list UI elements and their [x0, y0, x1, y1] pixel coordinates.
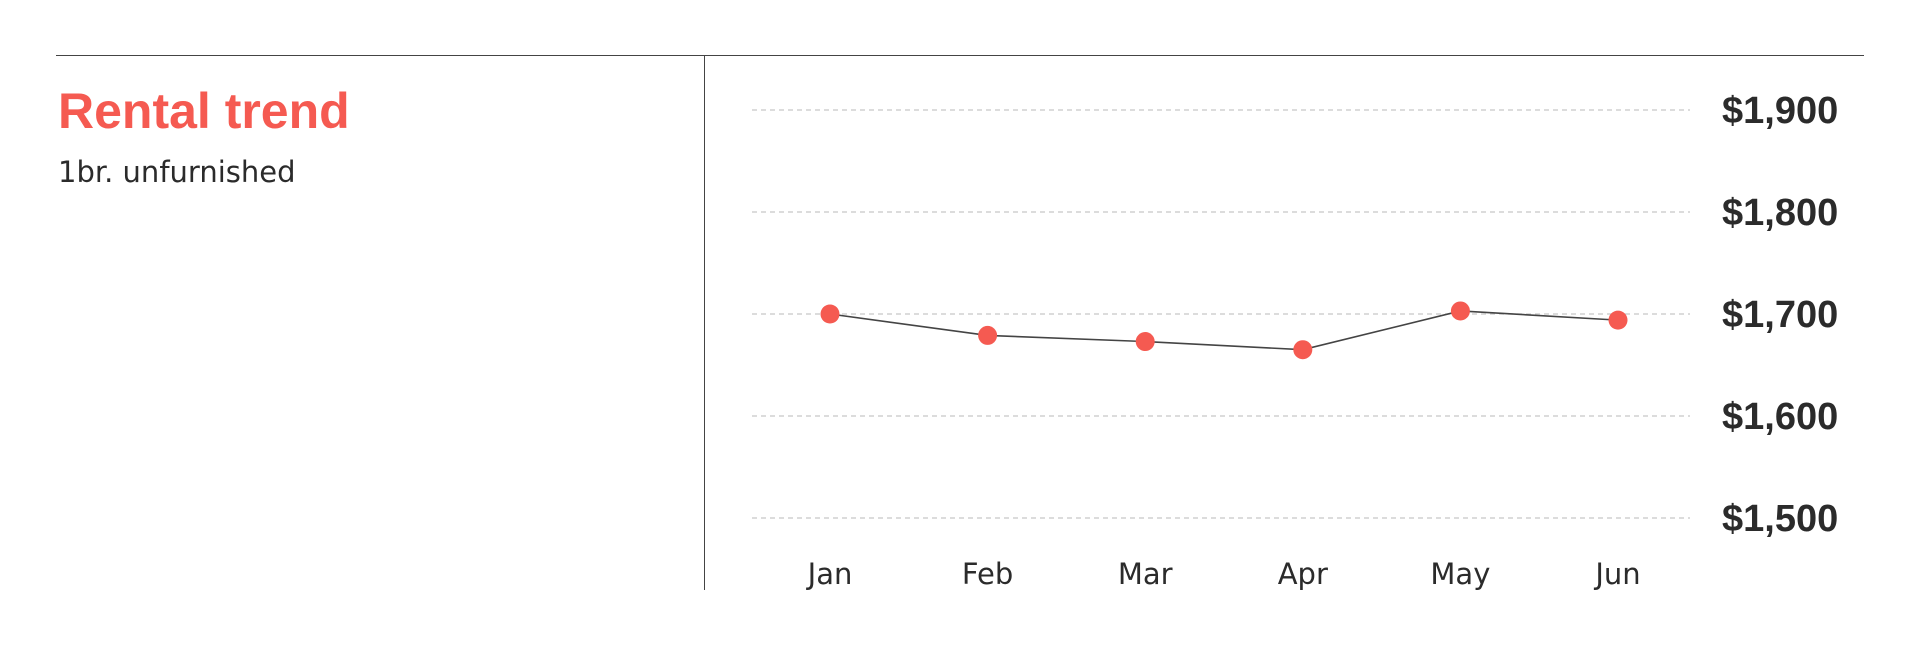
- x-tick-label: Jan: [806, 557, 853, 591]
- y-tick-label: $1,800: [1722, 192, 1838, 234]
- chart-subtitle: 1br. unfurnished: [58, 155, 296, 189]
- y-axis-labels: $1,900 $1,800 $1,700 $1,600 $1,500: [1722, 90, 1838, 540]
- y-tick-label: $1,600: [1722, 396, 1838, 438]
- data-point: [1608, 310, 1628, 330]
- x-axis-labels: Jan Feb Mar Apr May Jun: [806, 557, 1641, 591]
- y-tick-label: $1,900: [1722, 90, 1838, 132]
- y-tick-label: $1,700: [1722, 294, 1838, 336]
- chart-title: Rental trend: [58, 83, 350, 139]
- x-tick-label: May: [1430, 557, 1490, 591]
- data-point: [978, 325, 998, 345]
- gridlines: [752, 109, 1690, 519]
- x-tick-label: Jun: [1593, 557, 1640, 591]
- y-tick-label: $1,500: [1722, 498, 1838, 540]
- x-tick-label: Feb: [962, 557, 1013, 591]
- section-divider: [704, 56, 705, 590]
- x-tick-label: Mar: [1118, 557, 1173, 591]
- series-line: [829, 310, 1619, 351]
- top-rule: [56, 55, 1864, 56]
- x-tick-label: Apr: [1278, 557, 1328, 591]
- data-point: [820, 304, 840, 324]
- data-point: [1450, 301, 1470, 321]
- data-point: [1293, 340, 1313, 360]
- data-point: [1135, 332, 1155, 352]
- series: [820, 301, 1628, 360]
